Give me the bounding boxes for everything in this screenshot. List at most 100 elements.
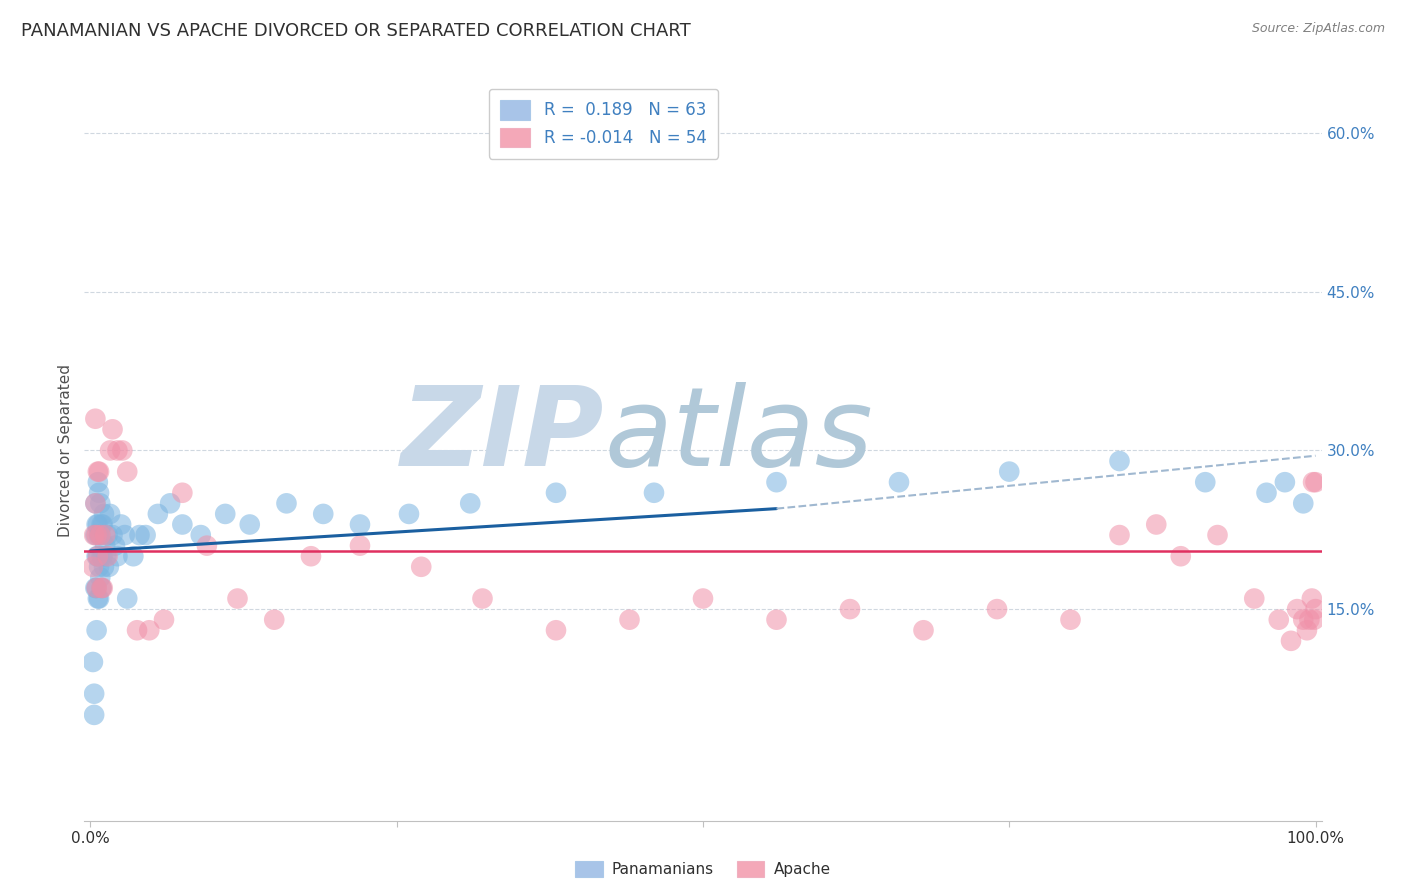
Point (1144, 517, 1167, 532)
Point (98, 507, 121, 521)
Point (90, 517, 112, 532)
Point (84, 496, 107, 510)
Point (90, 581, 112, 595)
Point (104, 539, 127, 553)
Point (159, 496, 181, 510)
Point (887, 475, 910, 490)
Point (276, 496, 298, 510)
Point (263, 613, 285, 627)
Point (226, 591, 249, 606)
Point (458, 496, 481, 510)
Point (86, 517, 108, 532)
Point (87, 549, 110, 564)
Point (172, 485, 194, 500)
Point (1194, 475, 1216, 490)
Point (643, 485, 665, 500)
Point (83, 707, 105, 722)
Point (87, 591, 110, 606)
Point (86, 624, 108, 638)
Point (544, 624, 567, 638)
Point (1108, 528, 1130, 542)
Point (94, 539, 117, 553)
Point (998, 465, 1021, 479)
Point (312, 507, 335, 521)
Point (91, 581, 114, 595)
Point (190, 528, 212, 542)
Point (1302, 475, 1324, 490)
Text: PANAMANIAN VS APACHE DIVORCED OR SEPARATED CORRELATION CHART: PANAMANIAN VS APACHE DIVORCED OR SEPARAT… (21, 22, 690, 40)
Point (122, 549, 145, 564)
Point (765, 613, 787, 627)
Point (1268, 613, 1291, 627)
Point (1292, 496, 1315, 510)
Point (84, 528, 107, 542)
Point (115, 591, 138, 606)
Point (1256, 485, 1278, 500)
Point (89, 528, 111, 542)
Point (82, 655, 104, 669)
Point (128, 528, 150, 542)
Point (471, 591, 494, 606)
Point (1298, 613, 1320, 627)
Point (97, 528, 120, 542)
Point (87, 549, 110, 564)
Point (97, 559, 120, 574)
Point (986, 602, 1008, 616)
Point (91, 517, 114, 532)
Point (87, 559, 110, 574)
Point (1292, 613, 1315, 627)
Point (349, 539, 371, 553)
Point (87, 591, 110, 606)
Point (839, 602, 862, 616)
Point (91, 549, 114, 564)
Point (114, 528, 136, 542)
Point (89, 570, 111, 584)
Point (86, 581, 108, 595)
Point (1059, 613, 1081, 627)
Point (94, 528, 117, 542)
Point (1286, 602, 1309, 616)
Point (107, 549, 129, 564)
Point (83, 687, 105, 701)
Point (86, 581, 108, 595)
Point (93, 559, 115, 574)
Point (90, 549, 112, 564)
Point (195, 539, 218, 553)
Point (97, 549, 120, 564)
Point (1305, 475, 1327, 490)
Point (1305, 602, 1327, 616)
Point (111, 443, 134, 458)
Point (411, 559, 433, 574)
Point (89, 496, 111, 510)
Point (82, 559, 104, 574)
Point (87, 485, 110, 500)
Point (1170, 549, 1192, 564)
Point (765, 475, 787, 490)
Point (1301, 591, 1323, 606)
Point (1279, 633, 1302, 648)
Point (1296, 624, 1319, 638)
Y-axis label: Divorced or Separated: Divorced or Separated (58, 364, 73, 537)
Point (96, 549, 118, 564)
Point (93, 507, 115, 521)
Point (912, 624, 935, 638)
Point (153, 613, 176, 627)
Point (87, 517, 110, 532)
Point (84, 581, 107, 595)
Point (83, 528, 105, 542)
Point (138, 624, 160, 638)
Point (98, 443, 121, 458)
Point (1303, 613, 1326, 627)
Point (87, 465, 110, 479)
Point (84, 411, 107, 425)
Point (172, 517, 194, 532)
Point (1243, 591, 1265, 606)
Point (101, 422, 124, 436)
Point (115, 465, 138, 479)
Point (125, 624, 148, 638)
Point (87, 528, 110, 542)
Point (692, 591, 714, 606)
Point (89, 528, 111, 542)
Point (110, 517, 132, 532)
Point (86, 528, 108, 542)
